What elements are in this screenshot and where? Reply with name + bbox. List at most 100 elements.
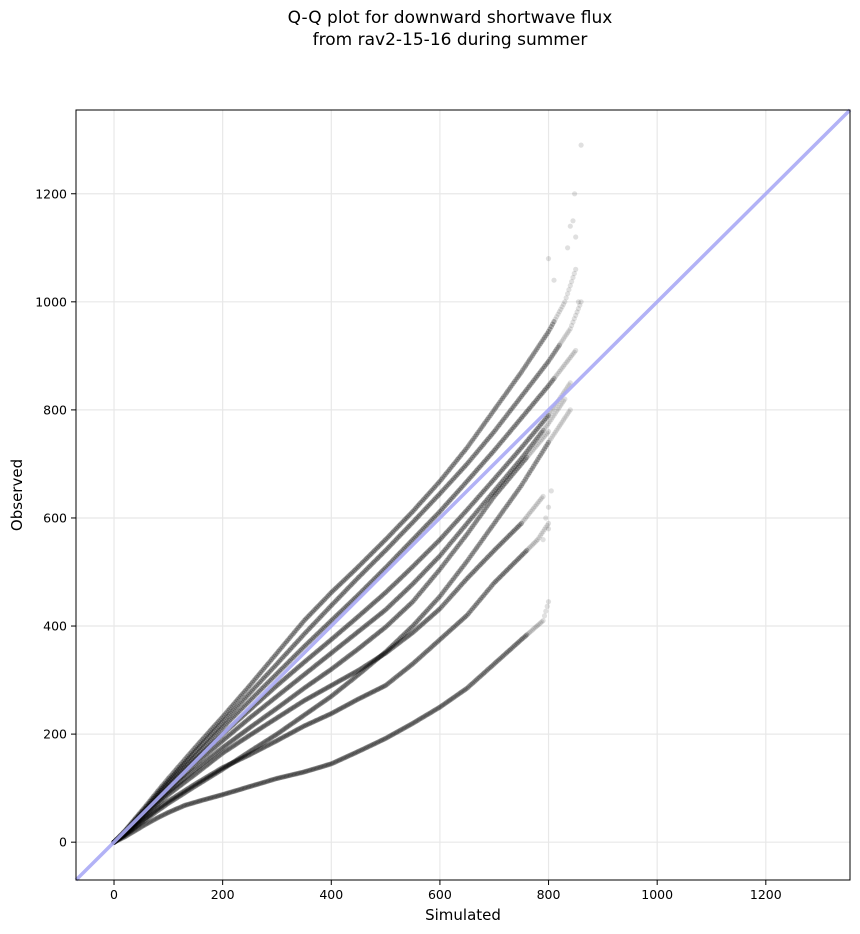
data-point xyxy=(524,514,530,520)
data-point xyxy=(499,539,505,545)
data-point xyxy=(482,487,488,493)
data-point xyxy=(415,656,421,662)
data-point xyxy=(418,555,424,562)
data-point xyxy=(459,513,465,519)
data-point xyxy=(206,761,212,767)
data-point xyxy=(190,755,196,762)
data-point xyxy=(536,433,542,439)
data-point xyxy=(211,769,218,776)
data-point xyxy=(256,781,262,787)
data-point xyxy=(438,551,444,557)
data-point xyxy=(416,624,423,630)
data-point xyxy=(369,659,375,665)
data-point xyxy=(457,540,463,546)
data-point xyxy=(383,589,389,596)
data-point xyxy=(366,691,372,697)
data-point xyxy=(214,754,220,760)
data-point xyxy=(399,638,405,644)
data-point xyxy=(300,660,306,667)
data-point xyxy=(365,744,371,750)
data-point xyxy=(547,418,553,424)
data-point xyxy=(191,782,197,788)
data-point xyxy=(304,657,310,663)
data-point xyxy=(350,670,356,677)
outlier-point xyxy=(565,245,571,251)
data-point xyxy=(300,686,306,692)
data-point xyxy=(389,600,395,606)
data-point xyxy=(380,626,386,632)
data-point xyxy=(209,736,215,742)
data-point xyxy=(346,673,352,679)
data-point xyxy=(493,578,499,585)
data-point xyxy=(192,753,199,759)
data-point xyxy=(324,685,330,691)
data-point xyxy=(422,551,428,558)
data-point xyxy=(426,711,432,717)
data-point xyxy=(421,586,427,592)
data-point xyxy=(316,675,322,681)
data-point xyxy=(529,627,535,633)
data-point xyxy=(494,490,500,496)
data-point xyxy=(404,569,410,575)
data-point xyxy=(385,622,391,628)
data-point xyxy=(275,737,281,743)
data-point xyxy=(262,744,268,750)
data-point xyxy=(444,699,450,706)
data-point xyxy=(332,663,338,669)
data-point xyxy=(274,715,280,721)
data-point xyxy=(480,671,486,677)
data-point xyxy=(323,762,329,769)
data-point xyxy=(431,542,438,548)
data-point xyxy=(414,718,420,724)
data-point xyxy=(221,791,227,797)
data-point xyxy=(209,758,215,765)
data-point xyxy=(279,665,285,671)
data-point xyxy=(422,619,428,625)
data-point xyxy=(539,619,545,625)
data-point xyxy=(494,658,500,665)
data-point xyxy=(309,636,315,642)
data-point xyxy=(313,677,319,683)
data-point xyxy=(412,578,419,584)
data-point xyxy=(331,634,337,640)
data-point xyxy=(349,634,355,640)
data-point xyxy=(188,783,194,790)
data-point xyxy=(282,687,288,693)
data-point xyxy=(419,621,425,627)
data-point xyxy=(467,683,473,689)
data-point xyxy=(353,616,359,622)
data-point xyxy=(248,751,254,757)
data-point xyxy=(387,620,393,626)
data-point xyxy=(292,692,298,698)
data-point xyxy=(167,797,173,803)
data-point xyxy=(229,738,235,744)
data-point xyxy=(209,771,215,777)
data-point xyxy=(301,644,307,650)
data-point xyxy=(387,647,393,653)
data-point xyxy=(248,783,254,789)
data-point xyxy=(192,781,199,787)
data-point xyxy=(497,542,503,548)
data-point xyxy=(308,720,314,726)
data-point xyxy=(184,777,190,783)
data-point xyxy=(137,825,143,831)
data-point xyxy=(531,541,537,547)
data-point xyxy=(416,655,423,661)
data-point xyxy=(461,578,467,585)
data-point xyxy=(289,705,295,712)
data-point xyxy=(517,638,523,644)
data-point xyxy=(380,737,386,743)
data-point xyxy=(475,675,481,682)
data-point xyxy=(248,724,254,730)
data-point xyxy=(436,568,442,574)
data-point xyxy=(539,495,545,501)
data-point xyxy=(453,693,459,699)
data-point xyxy=(456,516,462,522)
data-point xyxy=(437,566,443,572)
data-point xyxy=(540,419,546,425)
data-point xyxy=(183,787,189,793)
data-point xyxy=(469,606,476,612)
data-point xyxy=(285,773,291,779)
data-point xyxy=(433,571,439,577)
data-point xyxy=(437,636,443,643)
